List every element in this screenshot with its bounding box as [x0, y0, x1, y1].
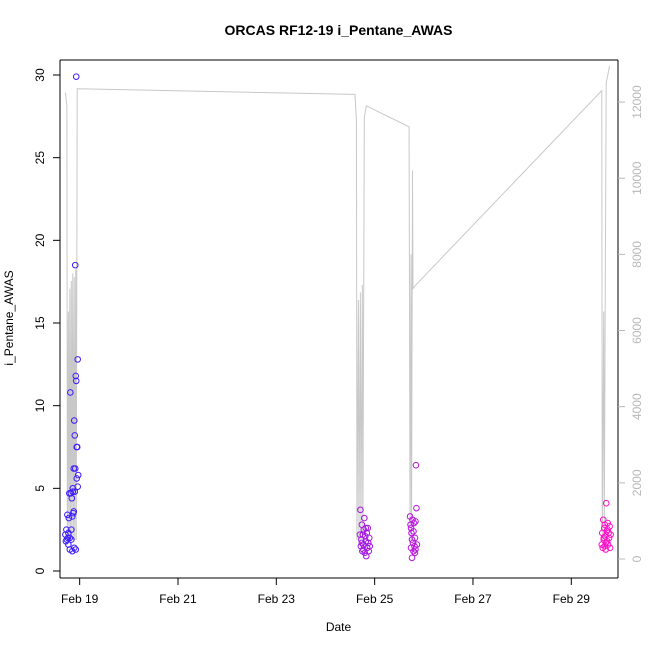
- data-point: [72, 73, 80, 80]
- right-tick-label: 8000: [630, 241, 644, 268]
- y-tick-label: 25: [33, 151, 47, 165]
- data-point: [71, 432, 79, 439]
- data-point: [74, 483, 81, 490]
- data-point: [69, 488, 77, 495]
- data-point: [604, 526, 611, 533]
- y-tick-label: 10: [33, 399, 47, 413]
- data-point: [71, 465, 79, 472]
- right-tick-label: 12000: [630, 85, 644, 119]
- data-point: [410, 547, 417, 555]
- data-point: [72, 377, 80, 385]
- data-point: [361, 514, 368, 522]
- data-point: [606, 544, 614, 552]
- x-tick-label: Feb 19: [61, 592, 99, 606]
- data-point: [72, 372, 80, 380]
- data-point: [66, 534, 74, 542]
- data-point: [410, 519, 418, 527]
- data-point: [67, 389, 74, 396]
- data-point: [68, 494, 76, 502]
- y-axis-label: i_Pentane_AWAS: [2, 270, 16, 365]
- data-point: [411, 549, 419, 557]
- data-point: [413, 504, 420, 512]
- x-tick-label: Feb 25: [356, 592, 394, 606]
- data-point: [364, 539, 372, 547]
- data-point: [72, 546, 80, 553]
- data-point: [600, 534, 608, 542]
- data-point: [607, 531, 614, 538]
- altitude-trace: [64, 65, 611, 540]
- data-point: [365, 534, 373, 542]
- data-point: [68, 526, 75, 533]
- data-point: [408, 529, 415, 537]
- data-point: [408, 536, 416, 543]
- data-point: [362, 532, 369, 540]
- data-point: [362, 524, 370, 532]
- x-axis-label: Date: [326, 620, 352, 634]
- x-tick-label: Feb 27: [454, 592, 492, 606]
- data-point: [408, 554, 416, 562]
- data-point: [358, 539, 366, 547]
- data-point: [68, 513, 76, 520]
- data-point: [73, 443, 81, 451]
- data-point: [73, 475, 81, 482]
- data-point: [601, 521, 609, 529]
- data-point: [357, 506, 364, 514]
- data-point: [605, 529, 612, 537]
- data-point: [68, 547, 76, 555]
- right-axis: 0 2000 4000 6000 8000 10000 12000: [618, 85, 644, 562]
- data-point: [412, 461, 420, 469]
- right-tick-label: 0: [630, 555, 644, 562]
- y-tick-label: 20: [33, 233, 47, 247]
- data-point: [68, 536, 75, 543]
- plot-frame: [59, 59, 619, 579]
- data-point: [70, 417, 78, 424]
- altitude-line: [64, 65, 611, 540]
- chart-title: ORCAS RF12-19 i_Pentane_AWAS: [225, 22, 453, 38]
- data-point: [364, 524, 372, 532]
- data-point: [603, 537, 611, 545]
- y-tick-label: 0: [33, 567, 47, 574]
- data-point: [71, 261, 79, 269]
- data-point: [74, 471, 82, 479]
- x-tick-label: Feb 23: [258, 592, 296, 606]
- right-tick-label: 10000: [630, 161, 644, 195]
- right-tick-label: 2000: [630, 469, 644, 496]
- data-point: [65, 514, 73, 522]
- y-axis: 0 5 10 15 20 25 30: [33, 68, 60, 574]
- y-tick-label: 5: [33, 485, 47, 492]
- x-tick-label: Feb 29: [553, 592, 591, 606]
- right-tick-label: 6000: [630, 317, 644, 344]
- right-tick-label: 4000: [630, 393, 644, 420]
- x-tick-label: Feb 21: [159, 592, 197, 606]
- y-tick-label: 30: [33, 68, 47, 82]
- data-point: [360, 546, 367, 553]
- data-point: [412, 546, 419, 553]
- y-tick-label: 15: [33, 316, 47, 330]
- data-point: [64, 534, 72, 542]
- data-point: [74, 356, 81, 363]
- data-point: [602, 546, 610, 553]
- data-point: [65, 541, 72, 548]
- data-point: [602, 499, 610, 507]
- data-point: [412, 518, 419, 525]
- data-point: [63, 526, 70, 533]
- data-point: [366, 542, 374, 550]
- data-point: [407, 524, 415, 532]
- data-points: [62, 73, 614, 562]
- data-point: [70, 544, 78, 552]
- x-axis: Feb 19 Feb 21 Feb 23 Feb 25 Feb 27 Feb 29: [61, 578, 590, 606]
- data-point: [71, 488, 79, 495]
